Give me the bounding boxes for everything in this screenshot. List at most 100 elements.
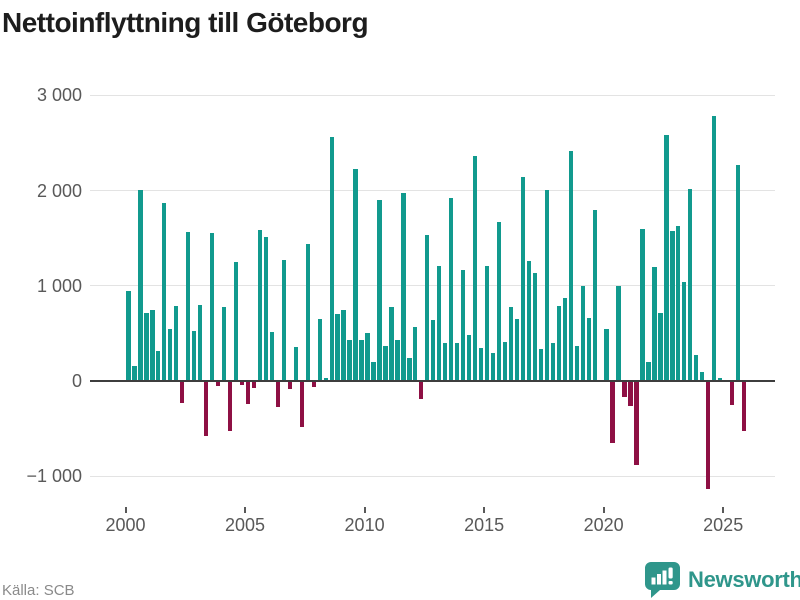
bar-2007-Q4 xyxy=(311,381,316,387)
bar-2002-Q1 xyxy=(174,306,179,381)
x-tick-2005 xyxy=(244,507,247,513)
bar-2006-Q1 xyxy=(269,332,275,381)
bar-2017-Q2 xyxy=(538,348,543,381)
bar-2010-Q4 xyxy=(383,345,388,381)
bar-2002-Q3 xyxy=(186,231,191,381)
x-axis-label-2005: 2005 xyxy=(225,515,266,535)
bar-2023-Q1 xyxy=(676,225,681,381)
bar-2007-Q3 xyxy=(305,243,310,381)
bar-2010-Q3 xyxy=(377,200,382,381)
bar-2011-Q2 xyxy=(395,340,400,381)
bar-2010-Q2 xyxy=(371,361,376,381)
bar-2020-Q1 xyxy=(604,328,609,381)
bar-2018-Q4 xyxy=(574,346,579,381)
bar-2012-Q2 xyxy=(419,381,424,400)
bar-2021-Q3 xyxy=(640,228,645,381)
bar-2008-Q3 xyxy=(329,137,334,381)
bar-2005-Q1 xyxy=(245,381,251,404)
bar-2022-Q4 xyxy=(670,230,675,381)
bar-2017-Q4 xyxy=(550,342,555,381)
bar-2014-Q2 xyxy=(466,335,472,381)
bar-2002-Q4 xyxy=(192,331,197,381)
bar-2011-Q4 xyxy=(407,358,412,381)
bar-2007-Q1 xyxy=(293,346,298,381)
chart-title: Nettoinflyttning till Göteborg xyxy=(2,7,369,38)
bar-2015-Q3 xyxy=(496,222,502,381)
bar-2003-Q3 xyxy=(209,233,215,381)
newsworthy-logo-text: Newsworthy xyxy=(688,566,800,592)
x-tick-2020 xyxy=(602,507,605,513)
bar-2000-Q1 xyxy=(126,290,131,381)
bar-2021-Q4 xyxy=(646,362,651,381)
bar-2022-Q2 xyxy=(658,313,663,381)
bar-2007-Q2 xyxy=(299,381,304,427)
bar-2024-Q3 xyxy=(712,116,717,381)
bar-2015-Q2 xyxy=(490,353,496,381)
bar-2014-Q3 xyxy=(472,156,478,381)
gridline--1000 xyxy=(90,475,775,477)
bar-2009-Q3 xyxy=(353,168,358,381)
bar-2025-Q2 xyxy=(729,381,735,405)
bar-2000-Q2 xyxy=(132,365,137,381)
x-axis-label-2020: 2020 xyxy=(583,515,624,535)
x-tick-2015 xyxy=(483,507,486,513)
bar-2011-Q3 xyxy=(401,192,406,381)
x-tick-2010 xyxy=(363,507,366,513)
bar-2005-Q3 xyxy=(257,229,263,381)
bar-2005-Q4 xyxy=(263,237,269,381)
bar-2013-Q3 xyxy=(449,198,454,381)
x-axis-label-2015: 2015 xyxy=(464,515,505,535)
y-axis-label--1000: −1 000 xyxy=(26,466,82,487)
bar-2004-Q3 xyxy=(233,262,239,381)
bar-2001-Q1 xyxy=(150,309,155,381)
bar-2024-Q2 xyxy=(706,381,711,489)
bar-2013-Q4 xyxy=(455,342,460,381)
x-tick-2025 xyxy=(722,507,725,513)
bar-2016-Q3 xyxy=(520,177,526,381)
bar-2017-Q1 xyxy=(532,272,538,381)
bar-2006-Q3 xyxy=(281,260,286,381)
bar-2004-Q2 xyxy=(227,381,233,432)
bar-2013-Q1 xyxy=(437,265,442,381)
bar-2018-Q3 xyxy=(568,151,573,381)
bar-2022-Q1 xyxy=(652,267,657,381)
gridline-3000 xyxy=(90,94,775,96)
bar-2013-Q2 xyxy=(443,342,448,381)
bar-2008-Q2 xyxy=(323,377,328,381)
y-axis-label-0: 0 xyxy=(71,371,82,391)
bar-2001-Q2 xyxy=(156,350,161,381)
bar-2004-Q1 xyxy=(221,307,227,381)
bar-2016-Q2 xyxy=(514,319,520,381)
bar-2001-Q3 xyxy=(162,202,167,381)
bar-2015-Q1 xyxy=(484,265,490,381)
bar-2001-Q4 xyxy=(168,329,173,381)
bar-2003-Q4 xyxy=(215,381,221,386)
bar-2016-Q1 xyxy=(508,306,514,381)
bar-2012-Q3 xyxy=(425,235,430,381)
x-axis-label-2010: 2010 xyxy=(344,515,385,535)
bar-2023-Q4 xyxy=(694,355,699,381)
bar-2003-Q1 xyxy=(198,305,203,381)
bar-2023-Q2 xyxy=(682,282,687,381)
bar-2016-Q4 xyxy=(526,260,532,381)
bar-2025-Q3 xyxy=(735,165,741,381)
x-axis-label-2025: 2025 xyxy=(703,515,744,535)
bar-2014-Q1 xyxy=(461,269,466,381)
bar-2019-Q1 xyxy=(580,286,585,381)
bar-2022-Q3 xyxy=(664,134,669,381)
bar-2004-Q4 xyxy=(239,381,245,386)
bar-2020-Q2 xyxy=(610,381,615,443)
bar-2019-Q3 xyxy=(592,209,597,381)
bar-2023-Q3 xyxy=(688,188,693,381)
y-axis-label-3000: 3 000 xyxy=(36,85,82,106)
gridline-2000 xyxy=(90,190,775,192)
x-axis-label-2000: 2000 xyxy=(105,515,146,535)
bar-2000-Q3 xyxy=(138,189,143,381)
bar-2008-Q1 xyxy=(317,319,322,381)
newsworthy-logo[interactable]: Newsworthy xyxy=(644,561,800,598)
bar-2003-Q2 xyxy=(204,381,209,436)
bar-2017-Q3 xyxy=(544,189,549,381)
bar-2015-Q4 xyxy=(502,341,508,381)
